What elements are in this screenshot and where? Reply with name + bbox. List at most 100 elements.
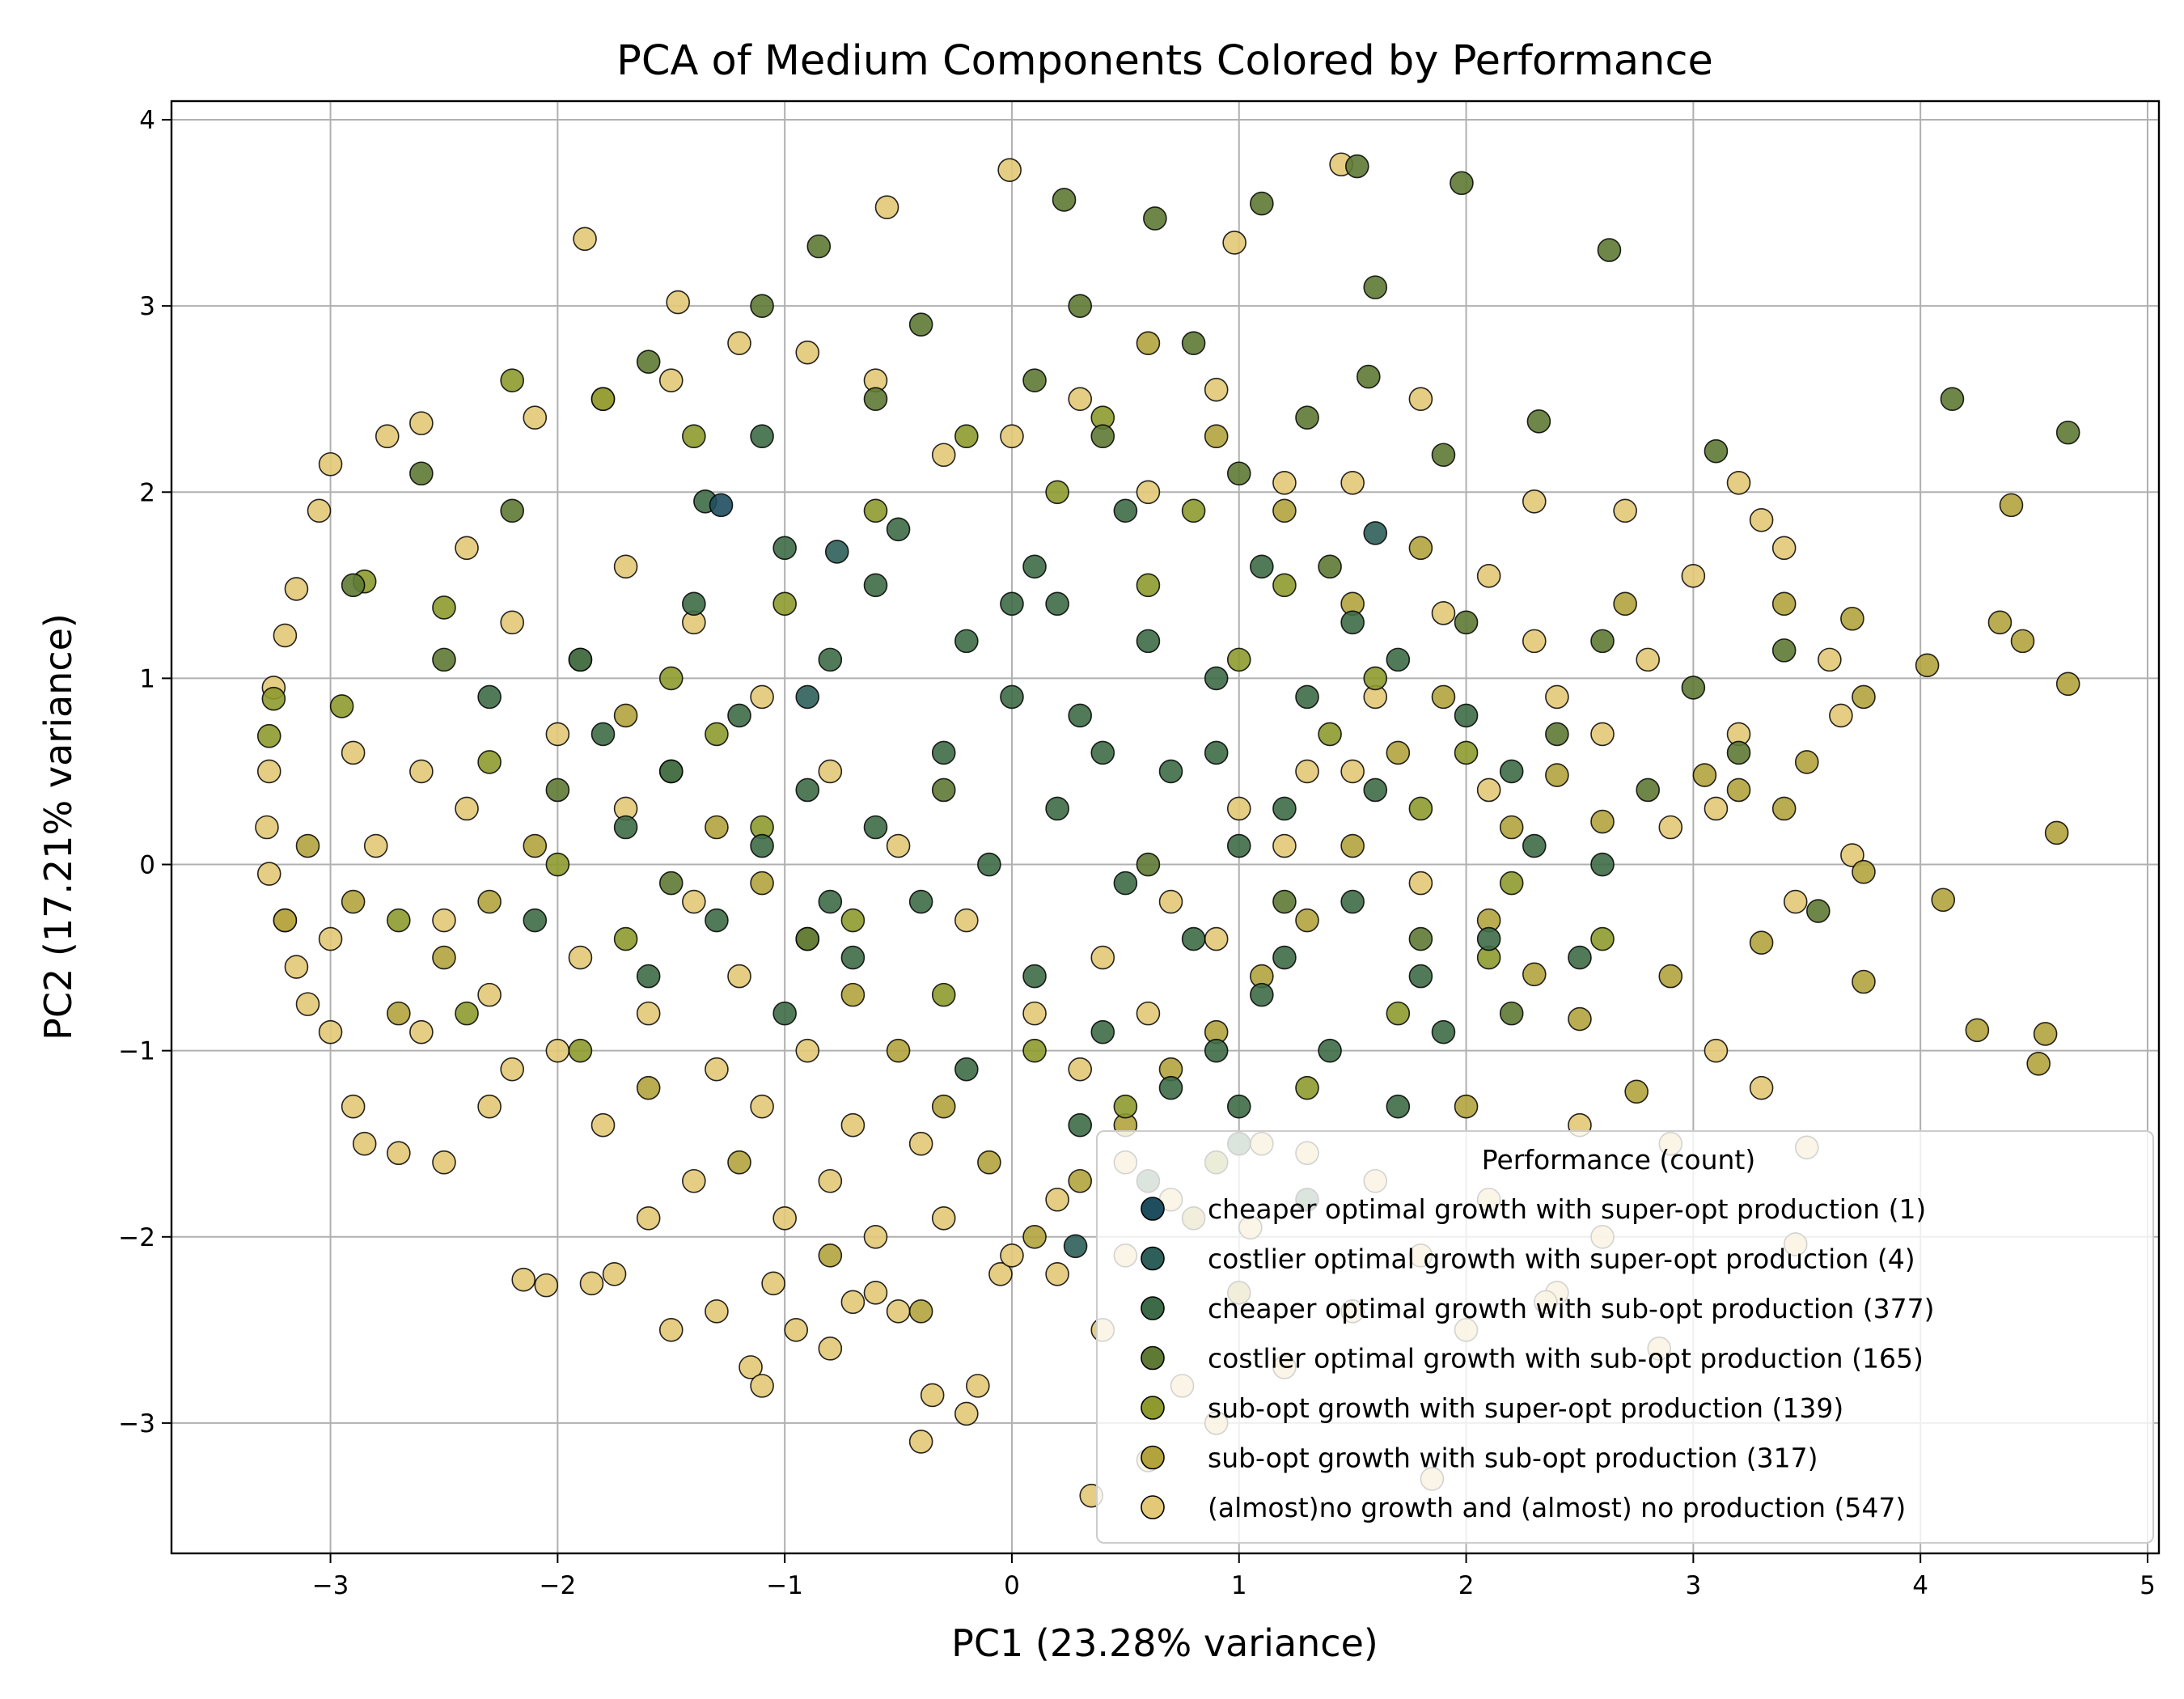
data-point: [1295, 759, 1319, 784]
data-point: [590, 1112, 616, 1138]
data-point: [1045, 1187, 1069, 1212]
data-point: [613, 815, 638, 840]
data-point: [682, 889, 706, 914]
data-point: [573, 227, 597, 252]
data-point: [863, 573, 888, 598]
data-point: [977, 852, 1001, 877]
data-point: [1386, 647, 1411, 672]
y-tick-label: −1: [118, 1037, 155, 1066]
data-point: [931, 1205, 956, 1231]
data-point: [818, 647, 843, 672]
data-point: [818, 1243, 843, 1268]
data-point: [1386, 1094, 1411, 1119]
data-point: [1749, 930, 1774, 955]
data-point: [523, 833, 548, 858]
data-point: [1363, 777, 1388, 803]
data-point: [1222, 231, 1246, 255]
data-point: [1726, 777, 1751, 803]
data-point: [1136, 573, 1161, 598]
data-point: [613, 554, 638, 579]
data-point: [750, 684, 774, 710]
data-point: [1068, 294, 1092, 318]
data-point: [863, 815, 888, 840]
data-point: [432, 1150, 456, 1175]
x-tick-label: 4: [1912, 1571, 1928, 1600]
data-point: [886, 833, 911, 858]
data-point: [908, 1430, 933, 1454]
data-point: [2026, 1051, 2051, 1076]
data-point: [1226, 1094, 1251, 1119]
data-point: [1272, 945, 1297, 970]
data-point: [1045, 796, 1069, 821]
data-point: [658, 759, 684, 784]
data-point: [1272, 573, 1297, 598]
data-point: [636, 350, 661, 374]
data-point: [954, 1057, 979, 1082]
data-point: [261, 686, 286, 711]
data-point: [705, 1299, 729, 1324]
data-point: [931, 443, 956, 468]
data-point: [1204, 666, 1229, 691]
x-tick-label: −2: [540, 1571, 577, 1600]
data-point: [256, 723, 281, 748]
data-point: [1771, 591, 1797, 616]
data-point: [307, 498, 332, 523]
data-point: [1931, 888, 1956, 913]
data-point: [363, 833, 388, 858]
data-point: [761, 1271, 785, 1296]
data-point: [1454, 1094, 1479, 1119]
data-point: [1431, 443, 1456, 468]
data-point: [1940, 387, 1965, 412]
data-point: [908, 312, 933, 337]
data-point: [500, 498, 525, 523]
data-point: [840, 982, 866, 1007]
data-point: [682, 424, 706, 449]
data-point: [658, 871, 684, 896]
data-point: [682, 591, 706, 616]
data-point: [2044, 820, 2069, 845]
data-point: [1476, 777, 1501, 803]
data-point: [954, 1401, 979, 1426]
data-point: [750, 1374, 774, 1398]
data-point: [1590, 852, 1615, 877]
data-point: [386, 908, 411, 933]
data-point: [590, 722, 616, 747]
legend-marker: [1141, 1396, 1165, 1420]
data-point: [1113, 1094, 1138, 1119]
data-point: [1295, 684, 1319, 710]
data-point: [256, 862, 281, 886]
data-point: [727, 964, 751, 989]
data-point: [636, 964, 661, 989]
data-point: [636, 1001, 661, 1026]
data-point: [273, 623, 298, 648]
data-point: [1318, 722, 1342, 747]
data-point: [840, 908, 866, 933]
y-tick-label: 2: [139, 478, 155, 507]
data-point: [545, 777, 570, 803]
data-point: [432, 595, 456, 620]
data-point: [2010, 629, 2035, 654]
data-point: [455, 796, 479, 821]
data-point: [1408, 871, 1433, 896]
data-point: [727, 1150, 751, 1175]
data-point: [874, 195, 899, 219]
data-point: [1181, 331, 1206, 355]
data-point: [1000, 591, 1024, 616]
data-point: [1852, 969, 1876, 994]
legend-label: (almost)no growth and (almost) no produc…: [1208, 1492, 1906, 1523]
data-point: [1136, 480, 1161, 505]
data-point: [1340, 470, 1365, 495]
data-point: [409, 759, 434, 784]
data-point: [1045, 591, 1069, 616]
data-point: [1476, 926, 1501, 951]
data-point: [1272, 889, 1297, 914]
data-point: [1624, 1079, 1649, 1104]
data-point: [750, 871, 774, 896]
data-point: [1052, 188, 1077, 212]
data-point: [477, 1094, 502, 1119]
data-point: [1272, 796, 1297, 821]
x-tick-label: −1: [766, 1571, 803, 1600]
data-point: [1136, 629, 1161, 654]
data-point: [1068, 1112, 1092, 1138]
data-point: [1794, 750, 1819, 774]
